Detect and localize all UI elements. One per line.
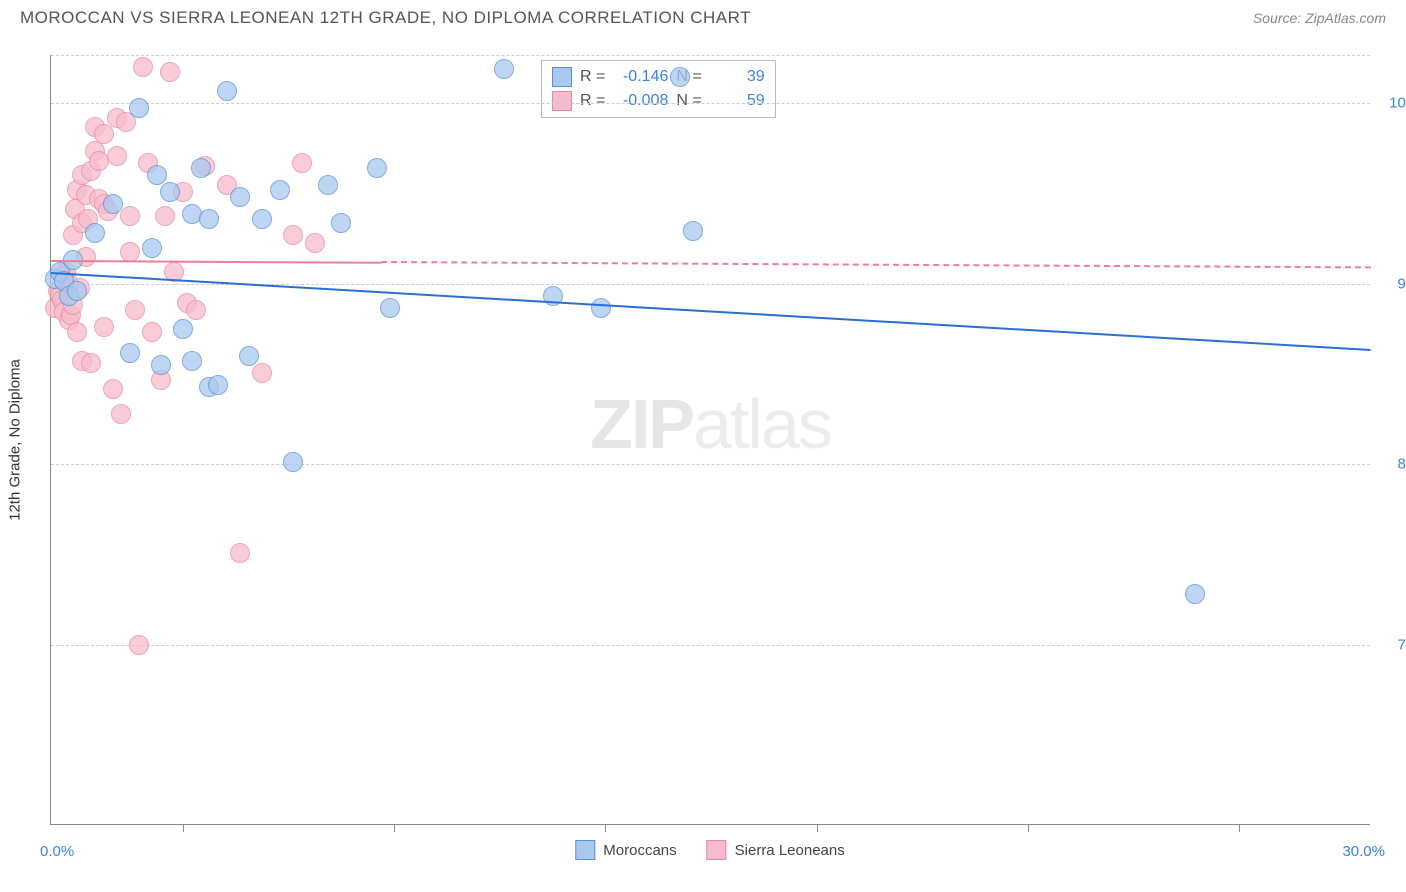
data-point-sierra [142, 322, 162, 342]
data-point-sierra [160, 62, 180, 82]
data-point-moroccans [103, 194, 123, 214]
data-point-sierra [133, 57, 153, 77]
data-point-moroccans [670, 67, 690, 87]
data-point-sierra [107, 146, 127, 166]
data-point-moroccans [1185, 584, 1205, 604]
data-point-moroccans [283, 452, 303, 472]
legend: Moroccans Sierra Leoneans [575, 840, 844, 860]
data-point-moroccans [147, 165, 167, 185]
x-tick [183, 824, 184, 832]
data-point-moroccans [160, 182, 180, 202]
data-point-moroccans [142, 238, 162, 258]
data-point-sierra [111, 404, 131, 424]
chart-header: MOROCCAN VS SIERRA LEONEAN 12TH GRADE, N… [0, 0, 1406, 32]
data-point-sierra [155, 206, 175, 226]
data-point-moroccans [85, 223, 105, 243]
gridline-h [51, 464, 1370, 465]
data-point-sierra [125, 300, 145, 320]
data-point-sierra [129, 635, 149, 655]
data-point-moroccans [494, 59, 514, 79]
data-point-moroccans [120, 343, 140, 363]
watermark: ZIPatlas [590, 384, 831, 464]
trendline-dash-sierra [381, 261, 1371, 268]
x-tick [605, 824, 606, 832]
x-axis-max-label: 30.0% [1342, 843, 1385, 860]
y-tick-label: 77.5% [1380, 636, 1406, 653]
data-point-sierra [120, 242, 140, 262]
plot-top-border [51, 55, 1370, 56]
data-point-moroccans [191, 158, 211, 178]
chart-source: Source: ZipAtlas.com [1253, 10, 1386, 26]
data-point-moroccans [318, 175, 338, 195]
x-tick [1028, 824, 1029, 832]
data-point-moroccans [217, 81, 237, 101]
y-tick-label: 100.0% [1380, 95, 1406, 112]
r-value-moroccans: -0.146 [613, 68, 668, 86]
data-point-moroccans [683, 221, 703, 241]
x-tick [1239, 824, 1240, 832]
data-point-moroccans [252, 209, 272, 229]
n-value-moroccans: 39 [710, 68, 765, 86]
legend-label-moroccans: Moroccans [603, 842, 676, 859]
legend-label-sierra: Sierra Leoneans [735, 842, 845, 859]
data-point-sierra [305, 233, 325, 253]
data-point-sierra [94, 317, 114, 337]
data-point-moroccans [331, 213, 351, 233]
data-point-sierra [103, 379, 123, 399]
data-point-moroccans [230, 187, 250, 207]
data-point-sierra [283, 225, 303, 245]
data-point-sierra [120, 206, 140, 226]
data-point-moroccans [208, 375, 228, 395]
stats-row-moroccans: R = -0.146 N = 39 [552, 65, 765, 89]
y-tick-label: 85.0% [1380, 456, 1406, 473]
y-tick-label: 92.5% [1380, 275, 1406, 292]
data-point-moroccans [151, 355, 171, 375]
data-point-sierra [252, 363, 272, 383]
data-point-moroccans [239, 346, 259, 366]
trendline-sierra [51, 260, 381, 264]
data-point-sierra [292, 153, 312, 173]
swatch-moroccans [552, 67, 572, 87]
swatch-sierra [552, 91, 572, 111]
data-point-sierra [186, 300, 206, 320]
legend-item-sierra: Sierra Leoneans [707, 840, 845, 860]
data-point-moroccans [182, 351, 202, 371]
chart-container: 12th Grade, No Diploma ZIPatlas R = -0.1… [50, 55, 1370, 825]
gridline-h [51, 103, 1370, 104]
data-point-moroccans [173, 319, 193, 339]
legend-swatch-moroccans [575, 840, 595, 860]
x-axis-min-label: 0.0% [40, 843, 74, 860]
stats-row-sierra: R = -0.008 N = 59 [552, 89, 765, 113]
data-point-moroccans [270, 180, 290, 200]
data-point-moroccans [367, 158, 387, 178]
r-value-sierra: -0.008 [613, 92, 668, 110]
legend-swatch-sierra [707, 840, 727, 860]
data-point-sierra [81, 353, 101, 373]
gridline-h [51, 645, 1370, 646]
n-value-sierra: 59 [710, 92, 765, 110]
x-tick [817, 824, 818, 832]
stats-box: R = -0.146 N = 39 R = -0.008 N = 59 [541, 60, 776, 118]
chart-title: MOROCCAN VS SIERRA LEONEAN 12TH GRADE, N… [20, 8, 751, 28]
data-point-sierra [94, 124, 114, 144]
data-point-moroccans [67, 281, 87, 301]
data-point-sierra [230, 543, 250, 563]
data-point-sierra [67, 322, 87, 342]
data-point-moroccans [591, 298, 611, 318]
data-point-moroccans [129, 98, 149, 118]
x-tick [394, 824, 395, 832]
legend-item-moroccans: Moroccans [575, 840, 676, 860]
plot-area: ZIPatlas R = -0.146 N = 39 R = -0.008 N … [50, 55, 1370, 825]
y-axis-label: 12th Grade, No Diploma [7, 359, 24, 521]
data-point-moroccans [380, 298, 400, 318]
data-point-moroccans [199, 209, 219, 229]
